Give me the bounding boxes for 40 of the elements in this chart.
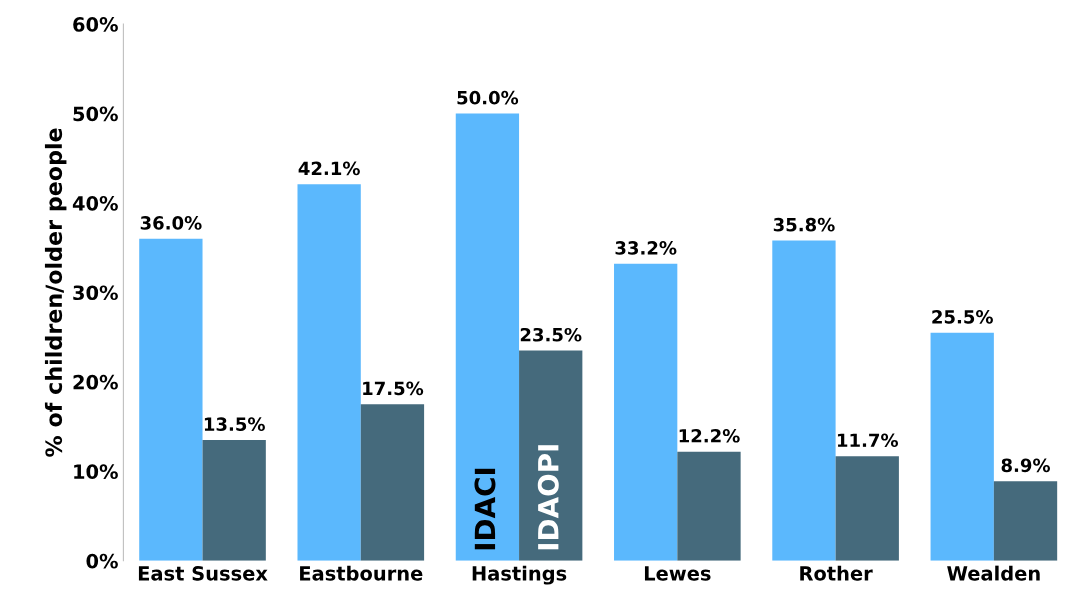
data-label: 35.8%: [773, 217, 835, 232]
y-tick-label: 30%: [73, 285, 118, 301]
bar: [202, 440, 266, 561]
bar: [139, 238, 203, 561]
bar: [677, 451, 741, 561]
data-label: 42.1%: [298, 161, 360, 176]
bar: [993, 481, 1058, 561]
data-label: 23.5%: [520, 327, 582, 342]
x-tick-label: Hastings: [472, 565, 567, 585]
y-tick-label: 50%: [73, 106, 118, 122]
bar: [930, 332, 994, 561]
data-label: 33.2%: [615, 241, 677, 255]
data-label: 12.2%: [679, 428, 740, 443]
bar: [519, 350, 583, 561]
y-tick-label: 20%: [73, 374, 118, 390]
series-label: IDAOPI: [537, 445, 559, 550]
bar: [360, 404, 425, 561]
x-tick-label: East Sussex: [138, 565, 268, 581]
bar: [772, 240, 836, 561]
data-label: 25.5%: [932, 309, 993, 324]
data-label: 8.9%: [1001, 458, 1050, 473]
bar: [455, 113, 520, 561]
bar: [835, 456, 899, 561]
y-tick-label: 10%: [74, 464, 118, 480]
bar: [614, 263, 678, 561]
data-label: 36.0%: [140, 216, 202, 230]
data-label: 17.5%: [363, 381, 424, 396]
y-tick-label: 40%: [72, 195, 118, 211]
y-tick-label: 0%: [86, 553, 118, 569]
data-label: 50.0%: [457, 90, 519, 105]
bar: [297, 184, 361, 561]
x-tick-label: Eastbourne: [300, 565, 423, 581]
y-axis-title: % of children/older people: [44, 128, 67, 457]
series-label: IDACI: [474, 468, 496, 550]
x-tick-label: Lewes: [644, 566, 711, 581]
data-label: 13.5%: [204, 417, 265, 431]
x-tick-label: Rother: [800, 565, 873, 581]
data-label: 11.7%: [837, 433, 898, 448]
y-tick-label: 60%: [73, 17, 118, 32]
x-tick-label: Wealden: [947, 565, 1040, 581]
